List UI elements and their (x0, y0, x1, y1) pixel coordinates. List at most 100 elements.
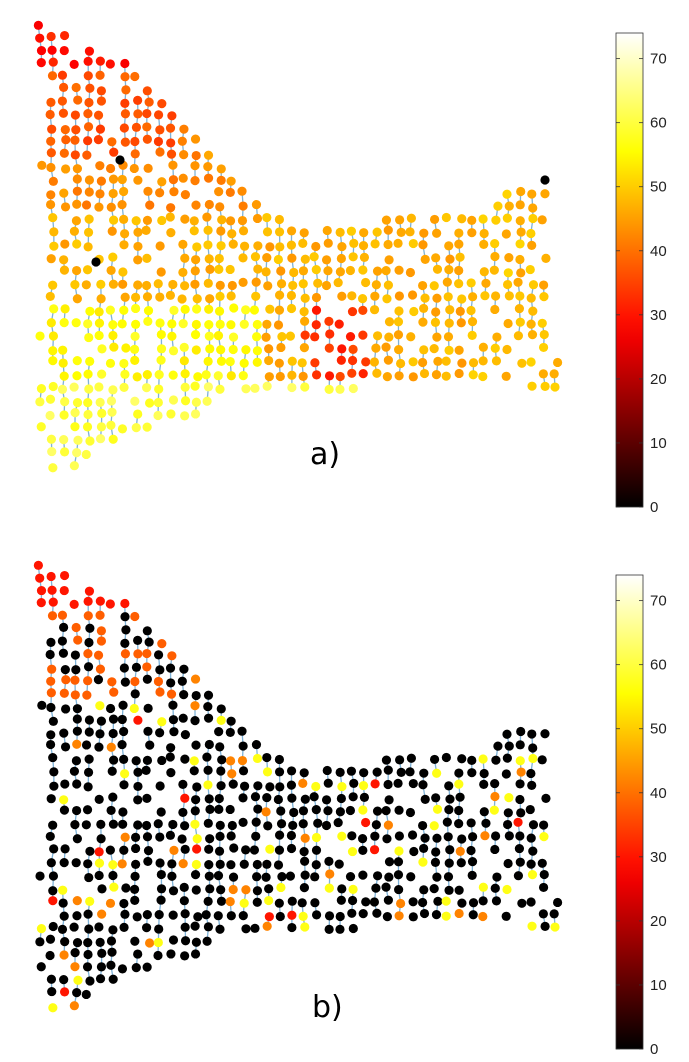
network-node (156, 895, 166, 905)
colorbar-tick-label: 20 (650, 371, 667, 388)
network-node (36, 585, 47, 596)
network-node (264, 895, 274, 906)
network-node (479, 228, 489, 239)
network-node (57, 610, 68, 620)
network-node (165, 663, 176, 673)
network-node (241, 924, 251, 934)
network-node (48, 331, 59, 341)
network-node (300, 316, 310, 326)
network-node (433, 896, 443, 906)
network-node (502, 819, 513, 830)
network-node (228, 884, 238, 895)
network-node (153, 819, 163, 829)
network-node (154, 924, 164, 934)
network-node (504, 291, 514, 301)
network-node (118, 267, 128, 277)
network-node (108, 330, 118, 341)
network-node (72, 938, 83, 948)
network-node (525, 264, 535, 275)
network-node (252, 319, 262, 330)
network-node (73, 975, 83, 985)
network-node (492, 332, 502, 342)
network-node (393, 238, 403, 248)
network-node (229, 843, 239, 853)
network-node (395, 755, 405, 765)
network-node (95, 937, 105, 947)
network-node (167, 871, 177, 881)
network-node (274, 227, 285, 237)
network-node (107, 137, 117, 147)
colorbar-tick-label: 70 (650, 51, 667, 68)
network-node (321, 280, 332, 291)
network-node (95, 729, 105, 739)
network-node (393, 870, 404, 880)
network-node (215, 831, 225, 841)
network-node (493, 201, 503, 211)
network-node (119, 123, 129, 133)
network-node (119, 754, 129, 764)
network-node (241, 305, 251, 315)
network-node (130, 344, 140, 354)
network-node (418, 780, 428, 790)
outlier-node (91, 257, 101, 267)
network-node (311, 305, 322, 315)
network-node (383, 765, 393, 775)
network-node (419, 768, 429, 778)
network-node (105, 599, 115, 609)
network-node (528, 743, 538, 753)
network-node (96, 279, 106, 289)
network-node (121, 625, 131, 635)
network-node (370, 291, 380, 301)
network-node (300, 382, 310, 392)
network-node (93, 650, 104, 660)
network-node (513, 871, 524, 881)
network-node (49, 844, 59, 854)
network-node (225, 756, 236, 766)
network-node (35, 937, 45, 947)
network-node (311, 910, 322, 920)
network-node (60, 125, 70, 135)
network-node (276, 279, 287, 289)
network-node (155, 241, 165, 251)
network-node (156, 884, 167, 894)
network-node (120, 58, 130, 69)
network-node (384, 332, 394, 342)
network-node (502, 189, 512, 199)
network-node (97, 884, 107, 894)
network-node (49, 227, 59, 237)
network-node (262, 319, 272, 329)
network-node (119, 845, 129, 855)
network-node (45, 291, 55, 302)
network-node (157, 99, 167, 109)
network-node (445, 845, 455, 855)
network-node (455, 792, 465, 802)
network-node (142, 370, 152, 380)
network-node (300, 833, 310, 843)
network-node (420, 833, 430, 843)
network-node (72, 739, 82, 749)
network-node (444, 265, 454, 275)
network-node (393, 317, 404, 327)
network-node (298, 819, 308, 829)
network-node (454, 805, 464, 816)
network-node (71, 82, 81, 93)
network-node (141, 820, 152, 831)
network-node (504, 201, 514, 211)
network-node (156, 344, 167, 354)
network-node (441, 356, 451, 366)
network-node (35, 33, 45, 43)
network-node (45, 394, 56, 404)
network-node (322, 765, 332, 776)
network-node (444, 885, 454, 895)
network-node (108, 174, 119, 184)
network-node (396, 898, 406, 909)
network-node (239, 319, 249, 329)
network-node (457, 898, 467, 908)
network-node (442, 277, 452, 287)
network-node (444, 805, 454, 815)
network-node (130, 71, 140, 82)
network-node (526, 319, 536, 329)
network-node (203, 150, 214, 160)
network-node (361, 357, 371, 367)
network-node (300, 330, 310, 340)
